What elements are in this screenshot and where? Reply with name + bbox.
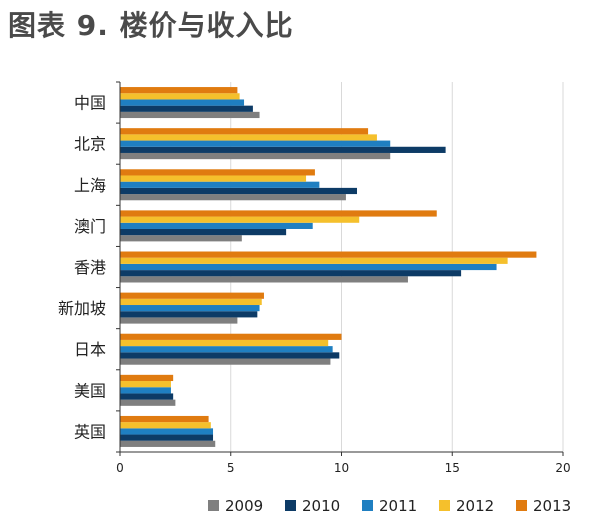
legend-swatch	[516, 500, 527, 511]
category-label: 新加坡	[58, 299, 106, 318]
bar	[120, 298, 262, 306]
category-label: 美国	[74, 381, 106, 400]
bar	[120, 175, 307, 182]
bar	[120, 251, 537, 258]
bar	[120, 292, 264, 299]
bar	[120, 415, 209, 423]
bar	[120, 187, 358, 195]
legend-swatch	[362, 500, 373, 511]
bar	[120, 333, 342, 340]
bar	[120, 228, 287, 236]
bar	[120, 93, 240, 100]
bar	[120, 346, 333, 353]
chart-title: 图表 9. 楼价与收入比	[8, 9, 294, 42]
bar	[120, 216, 360, 223]
bar	[120, 194, 346, 201]
bar	[120, 128, 369, 135]
legend-swatch	[208, 500, 219, 511]
bar	[120, 235, 242, 242]
bar	[120, 339, 329, 347]
bar	[120, 87, 238, 94]
bar	[120, 222, 313, 229]
legend-label: 2012	[456, 497, 494, 515]
bar	[120, 428, 214, 435]
bar	[120, 105, 253, 112]
bar	[120, 111, 260, 119]
bar	[120, 352, 340, 359]
bar	[120, 270, 462, 277]
legend-swatch	[439, 500, 450, 511]
bar	[120, 146, 446, 153]
legend-swatch	[285, 500, 296, 511]
category-label: 日本	[74, 340, 106, 359]
bars	[120, 87, 537, 447]
category-label: 北京	[74, 135, 106, 154]
category-label: 英国	[74, 422, 106, 441]
bar	[120, 393, 174, 400]
bar	[120, 434, 214, 441]
bar	[120, 399, 176, 406]
legend-label: 2010	[302, 497, 340, 515]
bar	[120, 140, 391, 147]
bar	[120, 99, 245, 106]
bar	[120, 374, 174, 382]
bar	[120, 152, 391, 160]
bar	[120, 134, 377, 141]
legend-label: 2009	[225, 497, 263, 515]
bar	[120, 263, 497, 271]
category-label: 上海	[74, 176, 106, 195]
x-tick-label: 0	[116, 461, 124, 475]
x-tick-label: 20	[555, 461, 570, 475]
bar	[120, 317, 238, 324]
bar	[120, 387, 171, 394]
bar	[120, 440, 216, 447]
bar	[120, 311, 258, 318]
bar	[120, 257, 508, 264]
bar	[120, 422, 211, 429]
bar	[120, 381, 171, 388]
bar	[120, 181, 320, 188]
category-label: 中国	[74, 94, 106, 113]
bar	[120, 210, 437, 217]
bar	[120, 276, 408, 283]
category-label: 香港	[74, 258, 106, 277]
legend: 2009 2010 2011 2012 2013	[208, 497, 571, 515]
bar	[120, 305, 260, 312]
x-tick-label: 5	[227, 461, 235, 475]
x-tick-label: 10	[334, 461, 349, 475]
bar	[120, 358, 331, 365]
legend-label: 2013	[533, 497, 571, 515]
x-tick-label: 15	[445, 461, 460, 475]
bar	[120, 169, 315, 176]
category-label: 澳门	[74, 217, 106, 236]
legend-label: 2011	[379, 497, 417, 515]
